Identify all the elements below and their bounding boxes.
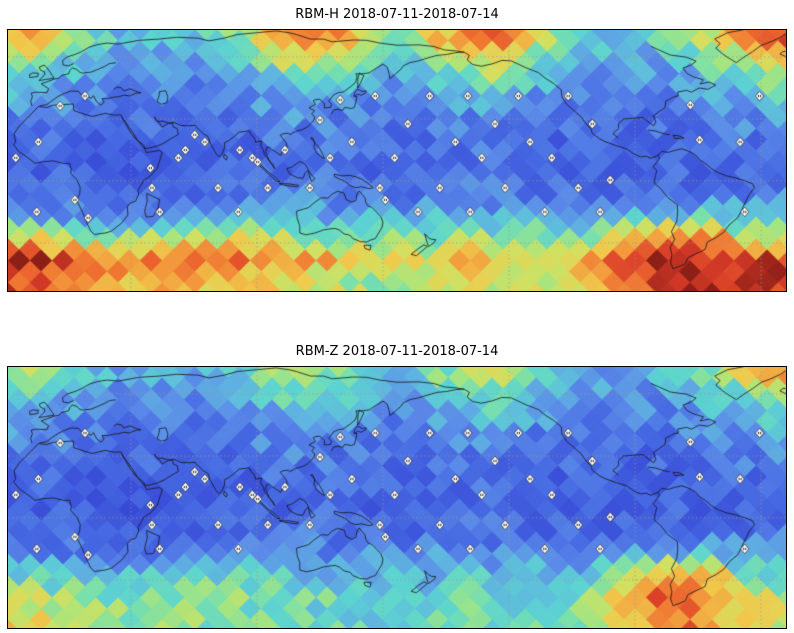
panel-title-rbm-z: RBM-Z 2018-07-11-2018-07-14 — [295, 344, 499, 359]
rbm-h-heatmap-canvas — [7, 29, 787, 292]
rbm-z-heatmap-canvas — [7, 366, 787, 629]
panel-title-rbm-h: RBM-H 2018-07-11-2018-07-14 — [295, 7, 499, 22]
